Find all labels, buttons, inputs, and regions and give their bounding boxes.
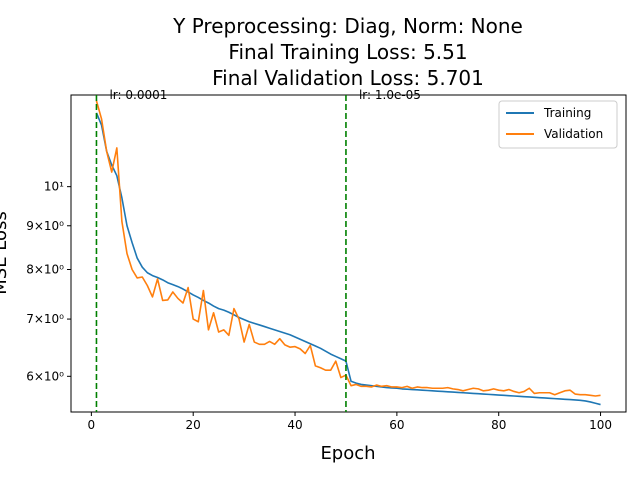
y-axis-ticks: 6×10⁰ 7×10⁰ 8×10⁰ 9×10⁰ 10¹: [26, 180, 71, 383]
x-tick-label: 100: [589, 418, 612, 432]
x-tick-label: 80: [491, 418, 506, 432]
series-line-training: [95, 112, 601, 406]
chart-title-line-3: Final Validation Loss: 5.701: [212, 66, 484, 90]
x-tick-label: 20: [186, 418, 201, 432]
series-line-validation: [95, 100, 601, 397]
legend-label-validation: Validation: [544, 127, 603, 141]
chart-title: Y Preprocessing: Diag, Norm: None Final …: [172, 14, 523, 90]
plot-area-frame: [70, 94, 627, 413]
legend-label-training: Training: [543, 106, 591, 120]
y-tick-label: 9×10⁰: [26, 219, 64, 233]
chart-title-line-1: Y Preprocessing: Diag, Norm: None: [172, 14, 523, 38]
y-tick-label: 8×10⁰: [26, 262, 64, 276]
y-axis-label: MSE Loss: [0, 211, 11, 295]
x-tick-label: 60: [389, 418, 404, 432]
y-tick-label: 10¹: [44, 180, 64, 194]
lr-change-label-1: lr: 0.0001: [109, 88, 167, 102]
legend: Training Validation: [498, 100, 618, 149]
lr-change-lines: lr: 0.0001 lr: 1.0e-05: [95, 88, 421, 412]
y-tick-label: 7×10⁰: [26, 312, 64, 326]
y-tick-label: 6×10⁰: [26, 369, 64, 383]
x-tick-label: 0: [88, 418, 96, 432]
lr-change-label-2: lr: 1.0e-05: [359, 88, 421, 102]
x-tick-label: 40: [287, 418, 302, 432]
series-layer: [95, 100, 601, 406]
chart-title-line-2: Final Training Loss: 5.51: [228, 40, 467, 64]
x-axis-label: Epoch: [320, 443, 375, 464]
x-axis-ticks: 0 20 40 60 80 100: [88, 412, 612, 432]
